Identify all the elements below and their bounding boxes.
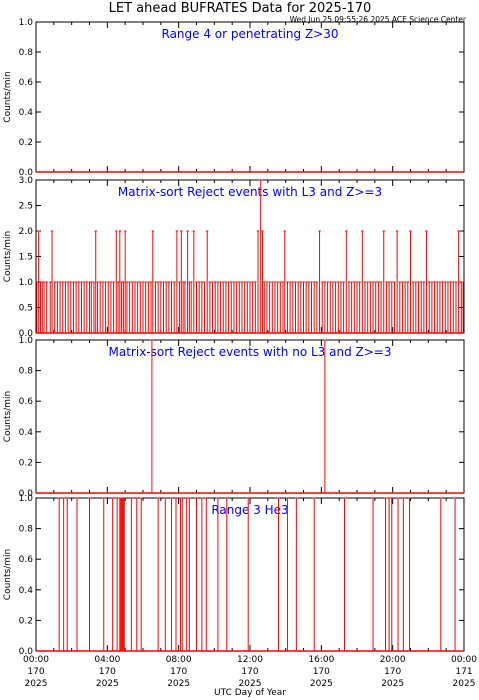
x-tick-time: 20:00 bbox=[380, 655, 406, 665]
x-tick-year: 2025 bbox=[96, 679, 119, 689]
y-tick-label: 0.6 bbox=[19, 78, 34, 88]
x-tick-doy: 170 bbox=[313, 667, 330, 677]
x-tick-doy: 170 bbox=[170, 667, 187, 677]
x-tick-time: 00:00 bbox=[451, 655, 477, 665]
y-axis-label: Counts/min bbox=[3, 549, 13, 600]
chart-title: LET ahead BUFRATES Data for 2025-170 bbox=[109, 1, 372, 16]
panel-title: Matrix-sort Reject events with no L3 and… bbox=[109, 345, 392, 359]
x-tick-doy: 170 bbox=[241, 667, 258, 677]
y-tick-label: 2.5 bbox=[19, 202, 33, 212]
y-tick-label: 1.0 bbox=[19, 336, 34, 346]
panel-1: 0.0 0.2 0.4 0.6 0.8 1.0 Counts/min Range 4 or p… bbox=[3, 18, 465, 178]
x-tick-time: 00:00 bbox=[23, 655, 49, 665]
y-tick-label: 0.0 bbox=[19, 647, 34, 657]
y-tick-label: 0.5 bbox=[19, 304, 33, 314]
y-tick-label: 0.2 bbox=[19, 458, 33, 468]
panel-2: 0.0 0.5 1.0 1.5 2.0 2.5 3.0 Counts/min Matrix-so… bbox=[3, 176, 465, 339]
panel-title: Matrix-sort Reject events with L3 and Z>… bbox=[118, 185, 382, 199]
plot-frame bbox=[35, 497, 465, 652]
y-tick-label: 1.5 bbox=[19, 253, 33, 263]
y-tick-label: 1.0 bbox=[19, 494, 34, 504]
x-tick-year: 2025 bbox=[453, 679, 476, 689]
x-axis-label: UTC Day of Year bbox=[214, 688, 286, 698]
panel-title: Range 3 He3 bbox=[211, 503, 288, 517]
y-tick-label: 0.6 bbox=[19, 555, 34, 565]
plot-frame bbox=[35, 21, 465, 173]
y-tick-label: 0.8 bbox=[19, 367, 34, 377]
x-tick-doy: 171 bbox=[455, 667, 472, 677]
y-tick-label: 0.0 bbox=[19, 489, 34, 499]
y-tick-label: 0.0 bbox=[19, 168, 34, 178]
y-tick-label: 0.0 bbox=[19, 329, 34, 339]
y-tick-label: 0.2 bbox=[19, 616, 33, 626]
x-tick-time: 04:00 bbox=[94, 655, 120, 665]
panels: 0.0 0.2 0.4 0.6 0.8 1.0 Counts/min Range 4 or p… bbox=[3, 18, 477, 689]
y-axis-label: Counts/min bbox=[3, 71, 13, 122]
y-tick-label: 0.6 bbox=[19, 397, 34, 407]
y-tick-label: 0.2 bbox=[19, 138, 33, 148]
plot-frame bbox=[35, 339, 465, 494]
x-tick-year: 2025 bbox=[239, 679, 262, 689]
y-tick-label: 0.8 bbox=[19, 525, 34, 535]
x-tick-doy: 170 bbox=[384, 667, 401, 677]
x-tick-year: 2025 bbox=[25, 679, 48, 689]
panel-title: Range 4 or penetrating Z>30 bbox=[162, 27, 339, 41]
y-tick-label: 0.8 bbox=[19, 48, 34, 58]
x-tick-year: 2025 bbox=[167, 679, 190, 689]
x-tick-doy: 170 bbox=[99, 667, 116, 677]
y-tick-label: 1.0 bbox=[19, 18, 34, 28]
y-axis-label: Counts/min bbox=[3, 231, 13, 282]
y-tick-label: 0.4 bbox=[19, 586, 34, 596]
panel-4: 0.0 0.2 0.4 0.6 0.8 1.0 Counts/min Range 3 He3 bbox=[3, 494, 465, 657]
x-tick-year: 2025 bbox=[310, 679, 333, 689]
y-tick-label: 0.4 bbox=[19, 428, 34, 438]
y-tick-label: 0.4 bbox=[19, 108, 34, 118]
x-tick-doy: 170 bbox=[27, 667, 44, 677]
y-tick-label: 1.0 bbox=[19, 278, 34, 288]
x-tick-time: 12:00 bbox=[237, 655, 263, 665]
y-tick-label: 3.0 bbox=[19, 176, 34, 186]
x-tick-time: 08:00 bbox=[166, 655, 192, 665]
y-tick-label: 2.0 bbox=[19, 227, 34, 237]
panel-3: 0.0 0.2 0.4 0.6 0.8 1.0 Counts/min Matrix-sort … bbox=[3, 336, 465, 499]
x-tick-year: 2025 bbox=[381, 679, 404, 689]
timestamp-label: Wed Jun 25 09:55:26 2025 ACE Science Cen… bbox=[290, 15, 467, 24]
x-tick-time: 16:00 bbox=[308, 655, 334, 665]
y-axis-label: Counts/min bbox=[3, 391, 13, 442]
